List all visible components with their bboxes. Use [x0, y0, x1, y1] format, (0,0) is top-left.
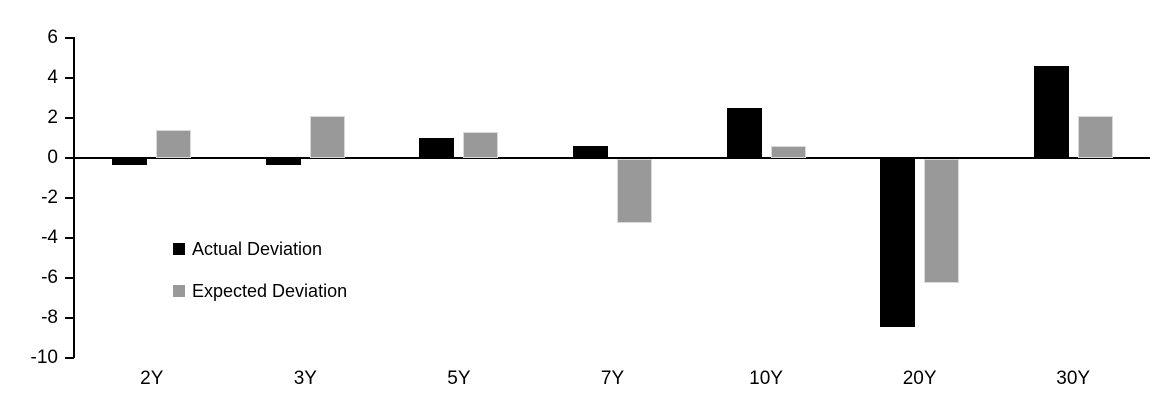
legend-label-actual: Actual Deviation — [192, 238, 323, 259]
bar-expected-deviation-30y — [1077, 116, 1113, 158]
bar-expected-deviation-5y — [463, 132, 499, 158]
legend-entry-actual-deviation: Actual Deviation — [173, 238, 347, 259]
bar-expected-deviation-10y — [770, 146, 806, 158]
y-tick-label: -4 — [41, 227, 58, 248]
y-tick-mark — [65, 357, 74, 359]
x-axis-label-3y: 3Y — [293, 368, 317, 389]
y-tick-label: -8 — [41, 307, 58, 328]
bar-actual-deviation-3y — [265, 159, 301, 165]
y-tick-label: -2 — [41, 187, 58, 208]
y-tick-mark — [65, 197, 74, 199]
bar-expected-deviation-20y — [924, 159, 960, 283]
x-axis-label-2y: 2Y — [140, 368, 164, 389]
x-axis-label-30y: 30Y — [1056, 368, 1091, 389]
y-tick-label: -10 — [30, 347, 58, 368]
y-tick-mark — [65, 37, 74, 39]
legend-label-expected: Expected Deviation — [192, 280, 348, 301]
legend-entry-expected-deviation: Expected Deviation — [173, 280, 348, 301]
bar-expected-deviation-2y — [156, 130, 192, 158]
y-tick-label: 4 — [47, 67, 58, 88]
y-tick-mark — [65, 277, 74, 279]
y-tick-mark — [65, 237, 74, 239]
x-axis-label-20y: 20Y — [902, 368, 937, 389]
y-tick-mark — [65, 77, 74, 79]
y-tick-label: 2 — [47, 107, 58, 128]
x-axis-zero-line — [73, 157, 1150, 159]
y-tick-mark — [65, 317, 74, 319]
bar-expected-deviation-3y — [309, 116, 345, 158]
y-tick-label: -6 — [41, 267, 58, 288]
bar-actual-deviation-10y — [726, 108, 762, 158]
x-axis-label-10y: 10Y — [749, 368, 783, 389]
bar-expected-deviation-7y — [617, 159, 652, 223]
y-tick-mark — [65, 117, 74, 119]
y-tick-mark — [65, 157, 74, 159]
y-tick-label: 6 — [47, 27, 58, 48]
chart-legend: Actual Deviation Expected Deviation — [173, 238, 348, 324]
bar-actual-deviation-2y — [112, 159, 148, 165]
bar-actual-deviation-5y — [419, 138, 455, 158]
y-tick-label: 0 — [47, 147, 58, 168]
bar-actual-deviation-30y — [1033, 66, 1069, 158]
legend-swatch-expected-icon — [173, 285, 185, 297]
bar-actual-deviation-7y — [573, 146, 608, 158]
legend-swatch-actual-icon — [173, 243, 185, 255]
x-axis-label-7y: 7Y — [600, 368, 625, 389]
y-axis-line — [73, 37, 75, 358]
x-axis-label-5y: 5Y — [447, 368, 471, 389]
bar-actual-deviation-20y — [880, 159, 916, 327]
